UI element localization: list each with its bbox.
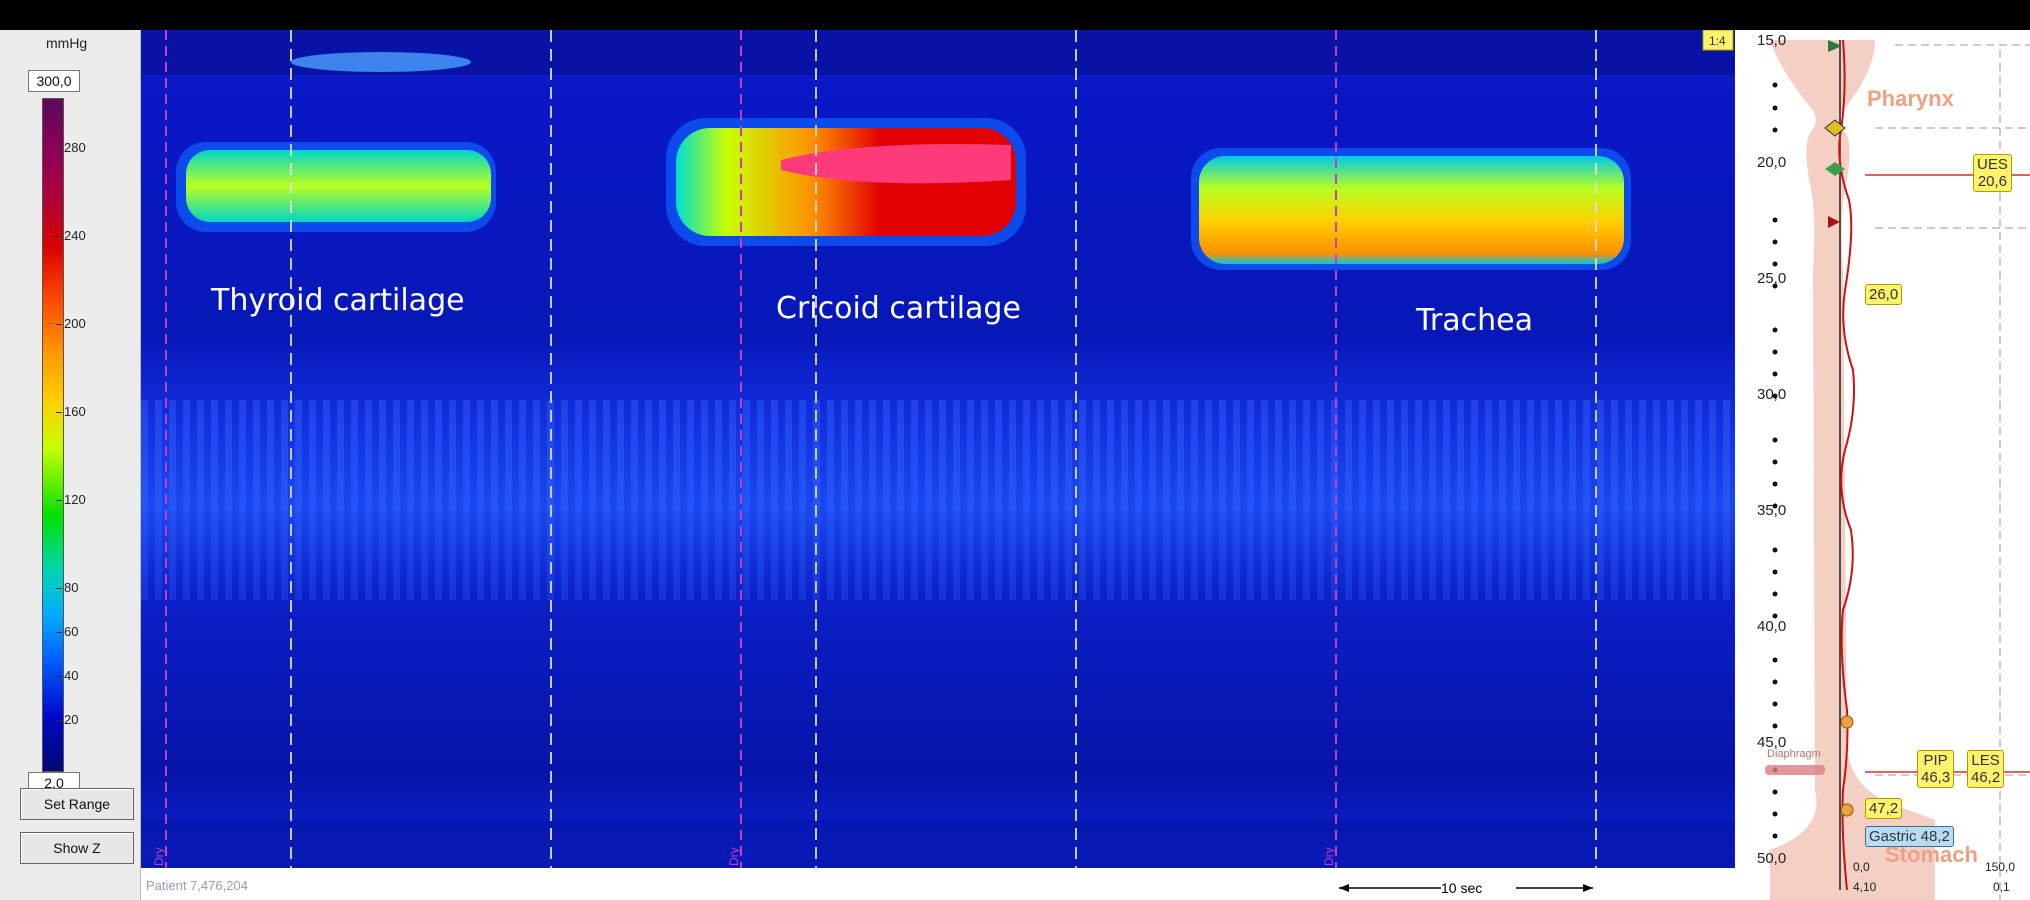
trachea-pressure-band — [1199, 156, 1624, 264]
bottom-axis-right: 150,0 — [1985, 860, 2016, 874]
peristalsis-band — [141, 400, 1735, 510]
zoom-badge[interactable] — [1702, 30, 1734, 51]
pip-tag[interactable]: PIP 46,3 — [1917, 750, 1955, 788]
depth-label: 50,0 — [1757, 850, 1787, 867]
top-bar — [0, 0, 2030, 30]
depth-26-tag[interactable]: 26,0 — [1865, 284, 1903, 305]
thyroid-label: Thyroid cartilage — [210, 283, 465, 318]
colorbar-tick: 60 — [55, 624, 79, 639]
ues-tag-value: 20,6 — [1977, 173, 2008, 190]
esophagus-shape — [1770, 40, 1935, 900]
pip-tag-value: 46,3 — [1921, 769, 1951, 786]
cricoid-label: Cricoid cartilage — [776, 291, 1021, 326]
colorbar-panel: mmHg 300,0 280 240 200 160 120 80 60 40 … — [0, 30, 141, 900]
depth-label: 15,0 — [1757, 32, 1787, 49]
colorbar-tick: 20 — [55, 712, 79, 727]
diaphragm-label: Diaphragm — [1767, 748, 1821, 760]
bottom-axis-right-2: 0,1 — [1993, 880, 2010, 894]
pressure-trace — [1838, 39, 1855, 891]
depth-label: 40,0 — [1757, 618, 1787, 635]
bottom-axis-left: 0,0 — [1853, 860, 1870, 874]
depth-label: 35,0 — [1757, 502, 1787, 519]
patient-label: Patient 7,476,204 — [146, 878, 248, 893]
colorbar-tick: 120 — [56, 492, 86, 507]
colorbar-tick: 280 — [56, 140, 86, 155]
depth-label: 45,0 — [1757, 734, 1787, 751]
les-tag[interactable]: LES 46,2 — [1967, 750, 2005, 788]
trachea-label: Trachea — [1415, 303, 1533, 338]
time-scale-label: 10 sec — [1441, 880, 1482, 896]
depth-47-tag[interactable]: 47,2 — [1865, 798, 1903, 819]
unit-label: mmHg — [46, 35, 88, 51]
colorbar-tick: 240 — [56, 228, 86, 243]
gastric-tag[interactable]: Gastric 48,2 — [1865, 826, 1954, 847]
pip-tag-title: PIP — [1923, 752, 1948, 769]
colorbar-tick: 200 — [56, 316, 86, 331]
show-z-button[interactable]: Show Z — [20, 832, 134, 864]
thyroid-pressure-band — [186, 150, 491, 222]
ues-tag-title: UES — [1977, 156, 2008, 173]
pharynx-label: Pharynx — [1867, 86, 1954, 111]
max-range-field[interactable]: 300,0 — [28, 70, 80, 92]
set-range-button[interactable]: Set Range — [20, 788, 134, 820]
ues-tag[interactable]: UES 20,6 — [1973, 154, 2012, 192]
les-tag-title: LES — [1971, 752, 2000, 769]
pressure-colorbar — [42, 98, 64, 772]
cricoid-peak — [781, 144, 1011, 184]
zoom-badge-label: 1:4 — [1709, 34, 1726, 48]
depth-label: 25,0 — [1757, 270, 1787, 287]
colorbar-tick: 160 — [56, 404, 86, 419]
colorbar-tick: 40 — [55, 668, 79, 683]
esophagus-diagram — [1765, 39, 2030, 900]
marker-label: Dry — [152, 847, 166, 866]
esophagus-diagram-panel: 15,0 20,0 25,0 30,0 35,0 40,0 45,0 50,0 … — [1735, 30, 2030, 900]
bottom-axis-left-2: 4,10 — [1853, 880, 1877, 894]
les-tag-value: 46,2 — [1971, 769, 2001, 786]
peristalsis-band — [141, 510, 1735, 600]
depth-label: 20,0 — [1757, 154, 1787, 171]
depth-label: 30,0 — [1757, 386, 1787, 403]
colorbar-tick: 80 — [55, 580, 79, 595]
marker-label: Dry — [1322, 847, 1336, 866]
pressure-topography-plot[interactable]: Thyroid cartilage Cricoid cartilage Trac… — [141, 30, 1735, 900]
marker-label: Dry — [727, 847, 741, 866]
